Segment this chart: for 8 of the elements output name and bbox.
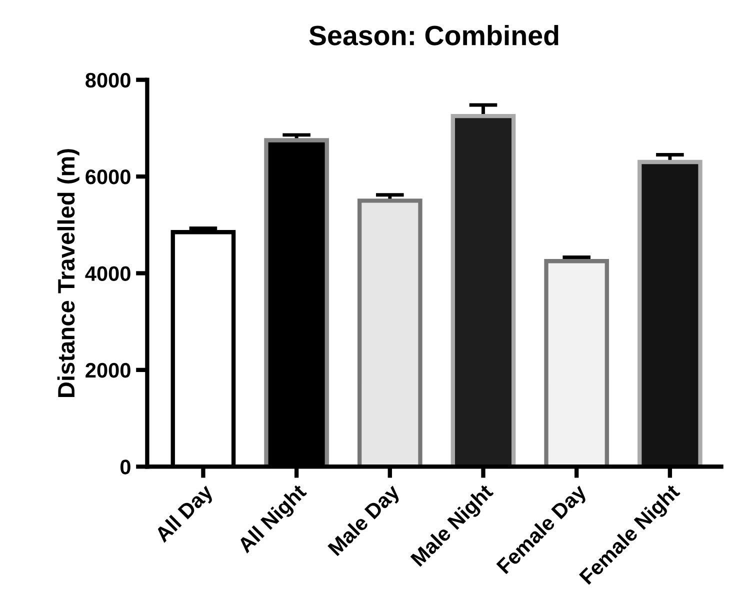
- x-tick-label: All Day: [154, 482, 217, 546]
- y-tick-label: 6000: [86, 170, 130, 184]
- y-tick-label: 8000: [86, 72, 130, 88]
- chart-title: Season: Combined: [309, 24, 558, 46]
- y-axis-title: Distance Travelled (m): [57, 149, 80, 397]
- y-tick-label: 0: [120, 460, 130, 474]
- y-tick-label: 4000: [85, 266, 130, 281]
- y-tick-label: 2000: [86, 362, 130, 378]
